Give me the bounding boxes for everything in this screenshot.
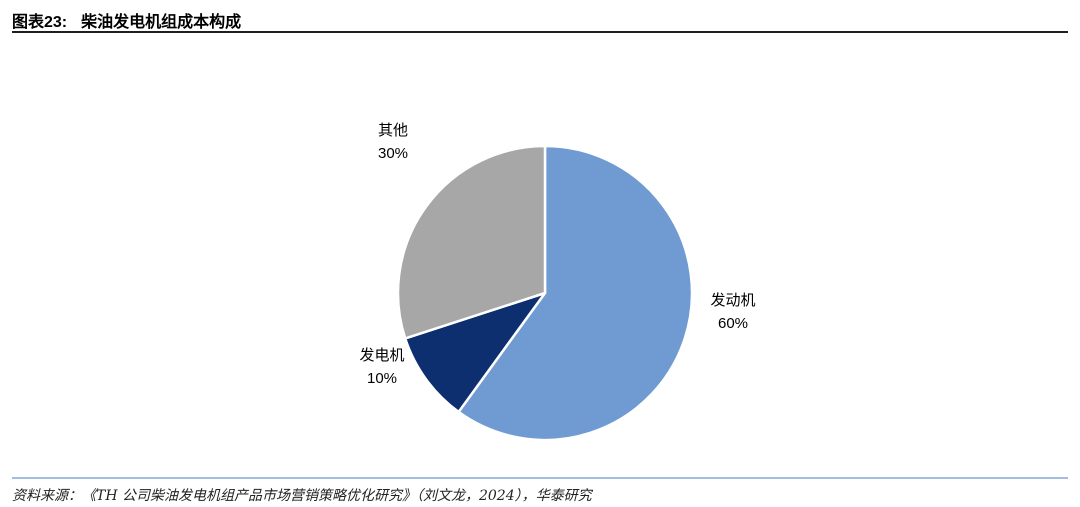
- slice-name: 发电机: [359, 347, 405, 364]
- slice-name: 其他: [377, 122, 408, 139]
- footer-divider: [12, 477, 1068, 479]
- pie-slice-0: [457, 144, 694, 442]
- slice-percent: 60%: [717, 314, 749, 332]
- figure-header: 图表23: 柴油发电机组成本构成: [12, 8, 1068, 32]
- slice-label-other: 其他 30%: [338, 120, 448, 165]
- pie-slice-1: [403, 291, 547, 414]
- slice-percent: 30%: [377, 144, 409, 162]
- title-divider: [12, 31, 1068, 33]
- figure-title: 柴油发电机组成本构成: [81, 14, 242, 31]
- slice-percent: 10%: [366, 369, 398, 387]
- pie-chart: [396, 144, 694, 442]
- pie-chart-area: 其他 30% 发动机 60% 发电机 10%: [0, 40, 1080, 470]
- slice-label-engine: 发动机 60%: [678, 290, 788, 335]
- pie-slice-2: [396, 144, 547, 340]
- slice-name: 发动机: [710, 292, 756, 309]
- source-note: 资料来源：《TH 公司柴油发电机组产品市场营销策略优化研究》（刘文龙，2024）…: [12, 488, 592, 504]
- figure-label: 图表23:: [12, 14, 68, 31]
- slice-label-generator: 发电机 10%: [327, 345, 437, 390]
